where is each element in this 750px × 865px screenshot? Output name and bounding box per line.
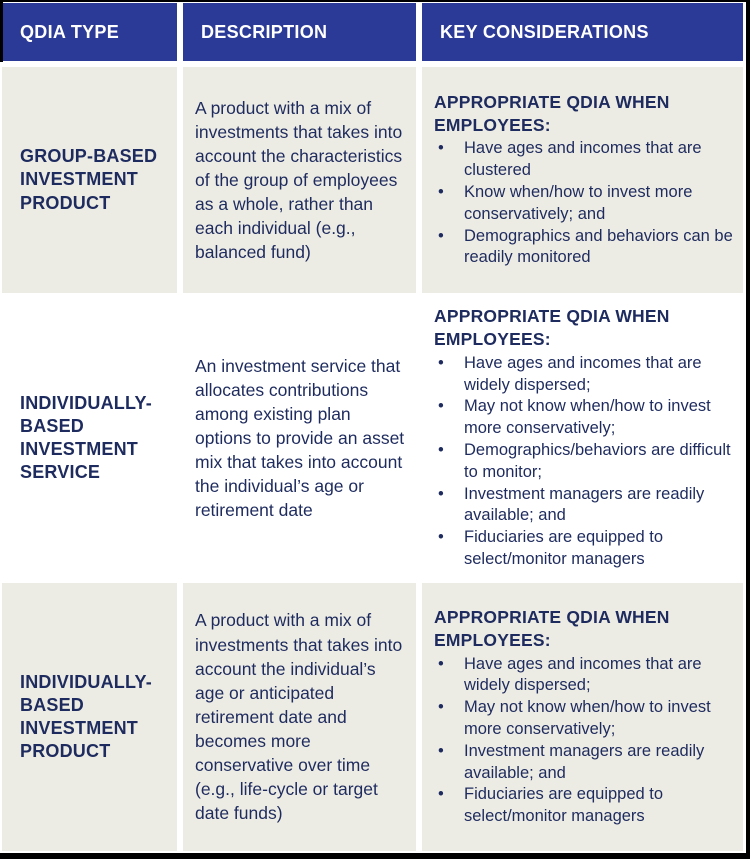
list-item: Fiduciaries are equipped to select/monit… [434,527,735,571]
row1-considerations-heading: APPROPRIATE QDIA WHEN EMPLOYEES: [434,91,670,135]
column-header-qdia-type: QDIA TYPE [2,3,177,61]
bullet-text: May not know when/how to invest more con… [464,698,711,738]
row3-description: A product with a mix of investments that… [183,583,416,851]
list-item: Have ages and incomes that are widely di… [434,654,735,698]
qdia-table: QDIA TYPE DESCRIPTION KEY CONSIDERATIONS… [2,3,743,851]
bullet-text: Have ages and incomes that are clustered [464,139,702,180]
row2-key-considerations: APPROPRIATE QDIA WHEN EMPLOYEES: Have ag… [422,299,743,577]
bullet-text: Fiduciaries are equipped to select/monit… [464,785,664,826]
bullet-text: Have ages and incomes that are widely di… [464,353,702,394]
list-item: Investment managers are readily availabl… [434,484,735,528]
bullet-text: Have ages and incomes that are widely di… [464,654,702,695]
list-item: Investment managers are readily availabl… [434,741,735,785]
row3-qdia-type: INDIVIDUALLY-BASED INVESTMENT PRODUCT [2,583,177,851]
list-item: May not know when/how to invest more con… [434,697,735,741]
row2-considerations-list: Have ages and incomes that are widely di… [434,353,735,571]
column-header-key-considerations: KEY CONSIDERATIONS [422,3,743,61]
bullet-text: Demographics/behaviors are difficult to … [464,440,731,481]
row1-qdia-type: GROUP-BASED INVESTMENT PRODUCT [2,67,177,293]
bullet-text: Know when/how to invest more conservativ… [464,182,693,223]
row2-considerations-heading: APPROPRIATE QDIA WHEN EMPLOYEES: [434,306,670,350]
bullet-text: Investment managers are readily availabl… [464,484,705,525]
list-item: Know when/how to invest more conservativ… [434,182,735,226]
bullet-text: May not know when/how to invest more con… [464,397,711,438]
bullet-text: Demographics and behaviors can be readil… [464,226,733,267]
list-item: Demographics/behaviors are difficult to … [434,440,735,484]
list-item: Have ages and incomes that are clustered [434,138,735,182]
bullet-text: Fiduciaries are equipped to select/monit… [464,528,664,568]
list-item: May not know when/how to invest more con… [434,396,735,440]
row3-key-considerations: APPROPRIATE QDIA WHEN EMPLOYEES: Have ag… [422,583,743,851]
list-item: Fiduciaries are equipped to select/monit… [434,784,735,828]
row1-considerations-list: Have ages and incomes that are clustered… [434,138,735,269]
row3-considerations-heading: APPROPRIATE QDIA WHEN EMPLOYEES: [434,607,670,650]
row1-description: A product with a mix of investments that… [183,67,416,293]
list-item: Demographics and behaviors can be readil… [434,226,735,270]
row1-key-considerations: APPROPRIATE QDIA WHEN EMPLOYEES: Have ag… [422,67,743,293]
row3-considerations-list: Have ages and incomes that are widely di… [434,654,735,828]
bullet-text: Investment managers are readily availabl… [464,741,705,782]
row2-description: An investment service that allocates con… [183,299,416,577]
list-item: Have ages and incomes that are widely di… [434,353,735,397]
column-header-description: DESCRIPTION [183,3,416,61]
row2-qdia-type: INDIVIDUALLY-BASED INVESTMENT SERVICE [2,299,177,577]
